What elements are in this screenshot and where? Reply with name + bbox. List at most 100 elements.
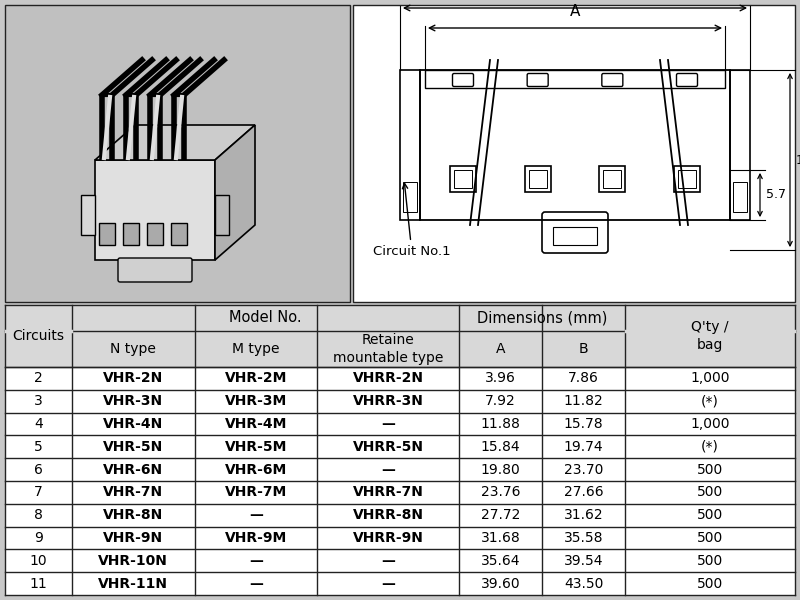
Text: VHR-9N: VHR-9N	[103, 531, 163, 545]
Text: 39.60: 39.60	[481, 577, 521, 590]
Text: VHR-11N: VHR-11N	[98, 577, 168, 590]
Text: B: B	[579, 342, 589, 356]
Text: 8: 8	[34, 508, 43, 522]
Text: VHRR-2N: VHRR-2N	[353, 371, 424, 385]
Text: 1,000: 1,000	[690, 417, 730, 431]
Text: —: —	[382, 577, 395, 590]
Text: N type: N type	[110, 342, 156, 356]
Text: VHR-3M: VHR-3M	[225, 394, 287, 408]
Text: VHR-6M: VHR-6M	[225, 463, 287, 476]
Text: 500: 500	[697, 485, 723, 499]
Text: A: A	[496, 342, 506, 356]
Text: 3.96: 3.96	[486, 371, 516, 385]
Text: —: —	[249, 554, 262, 568]
Bar	[353, 5, 795, 302]
Bar	[674, 166, 700, 192]
Text: VHR-5M: VHR-5M	[225, 440, 287, 454]
Bar	[420, 70, 730, 220]
Text: 500: 500	[697, 577, 723, 590]
Bar	[123, 223, 139, 245]
Text: —: —	[382, 417, 395, 431]
Text: VHRR-3N: VHRR-3N	[353, 394, 423, 408]
Polygon shape	[95, 125, 255, 160]
Text: Dimensions (mm): Dimensions (mm)	[477, 311, 607, 325]
Text: VHR-10N: VHR-10N	[98, 554, 168, 568]
Text: VHR-5N: VHR-5N	[103, 440, 163, 454]
Bar	[147, 223, 163, 245]
Text: 2: 2	[34, 371, 43, 385]
Text: 1,000: 1,000	[690, 371, 730, 385]
Text: 10.5: 10.5	[796, 154, 800, 166]
Bar	[730, 70, 750, 220]
Text: A: A	[570, 4, 580, 19]
Bar	[5, 305, 795, 367]
Text: 27.72: 27.72	[481, 508, 521, 522]
Bar	[81, 195, 95, 235]
Text: 500: 500	[697, 508, 723, 522]
Text: 3: 3	[34, 394, 43, 408]
Text: 500: 500	[697, 463, 723, 476]
Text: 7.92: 7.92	[486, 394, 516, 408]
Text: VHR-7M: VHR-7M	[225, 485, 287, 499]
Text: 500: 500	[697, 531, 723, 545]
Text: 5.7: 5.7	[766, 188, 786, 202]
Text: 43.50: 43.50	[564, 577, 603, 590]
Text: Circuits: Circuits	[13, 329, 65, 343]
Text: 35.64: 35.64	[481, 554, 521, 568]
Text: VHR-8N: VHR-8N	[103, 508, 163, 522]
Text: —: —	[249, 577, 262, 590]
Text: VHR-4N: VHR-4N	[103, 417, 163, 431]
Text: 7: 7	[34, 485, 43, 499]
Text: M type: M type	[232, 342, 279, 356]
Bar	[403, 182, 417, 212]
Text: 7.86: 7.86	[568, 371, 599, 385]
Text: VHR-4M: VHR-4M	[225, 417, 287, 431]
Text: 15.84: 15.84	[481, 440, 521, 454]
Bar	[525, 166, 550, 192]
Bar	[454, 170, 472, 188]
Bar	[171, 223, 187, 245]
Text: 35.58: 35.58	[564, 531, 603, 545]
Bar	[733, 182, 747, 212]
Text: 31.62: 31.62	[564, 508, 603, 522]
Text: —: —	[382, 463, 395, 476]
Text: VHR-6N: VHR-6N	[103, 463, 163, 476]
Bar	[400, 70, 420, 220]
Text: 11.82: 11.82	[564, 394, 603, 408]
Text: 23.70: 23.70	[564, 463, 603, 476]
Bar	[450, 166, 476, 192]
Text: 4: 4	[34, 417, 43, 431]
Text: —: —	[249, 508, 262, 522]
Text: 10: 10	[30, 554, 47, 568]
Text: —: —	[382, 554, 395, 568]
Text: VHRR-9N: VHRR-9N	[353, 531, 423, 545]
Text: 5: 5	[34, 440, 43, 454]
Text: 15.78: 15.78	[564, 417, 603, 431]
Text: Circuit No.1: Circuit No.1	[373, 184, 450, 258]
Bar	[5, 305, 795, 595]
Bar	[553, 227, 597, 245]
Text: VHRR-5N: VHRR-5N	[353, 440, 424, 454]
Text: 9: 9	[34, 531, 43, 545]
Text: (*): (*)	[701, 440, 719, 454]
Text: VHRR-8N: VHRR-8N	[353, 508, 424, 522]
Text: (*): (*)	[701, 394, 719, 408]
Bar	[215, 195, 229, 235]
Text: 27.66: 27.66	[564, 485, 603, 499]
Polygon shape	[215, 125, 255, 260]
Bar	[99, 223, 115, 245]
Bar	[425, 70, 725, 88]
Text: 19.74: 19.74	[564, 440, 603, 454]
Text: VHR-2N: VHR-2N	[103, 371, 163, 385]
Bar	[603, 170, 622, 188]
Text: 11: 11	[30, 577, 47, 590]
Text: 39.54: 39.54	[564, 554, 603, 568]
Bar	[529, 170, 546, 188]
Text: 11.88: 11.88	[481, 417, 521, 431]
Text: 23.76: 23.76	[481, 485, 521, 499]
Bar	[678, 170, 696, 188]
Text: VHRR-7N: VHRR-7N	[353, 485, 423, 499]
Text: VHR-7N: VHR-7N	[103, 485, 163, 499]
Text: Retaine
mountable type: Retaine mountable type	[333, 334, 443, 365]
Text: 500: 500	[697, 554, 723, 568]
